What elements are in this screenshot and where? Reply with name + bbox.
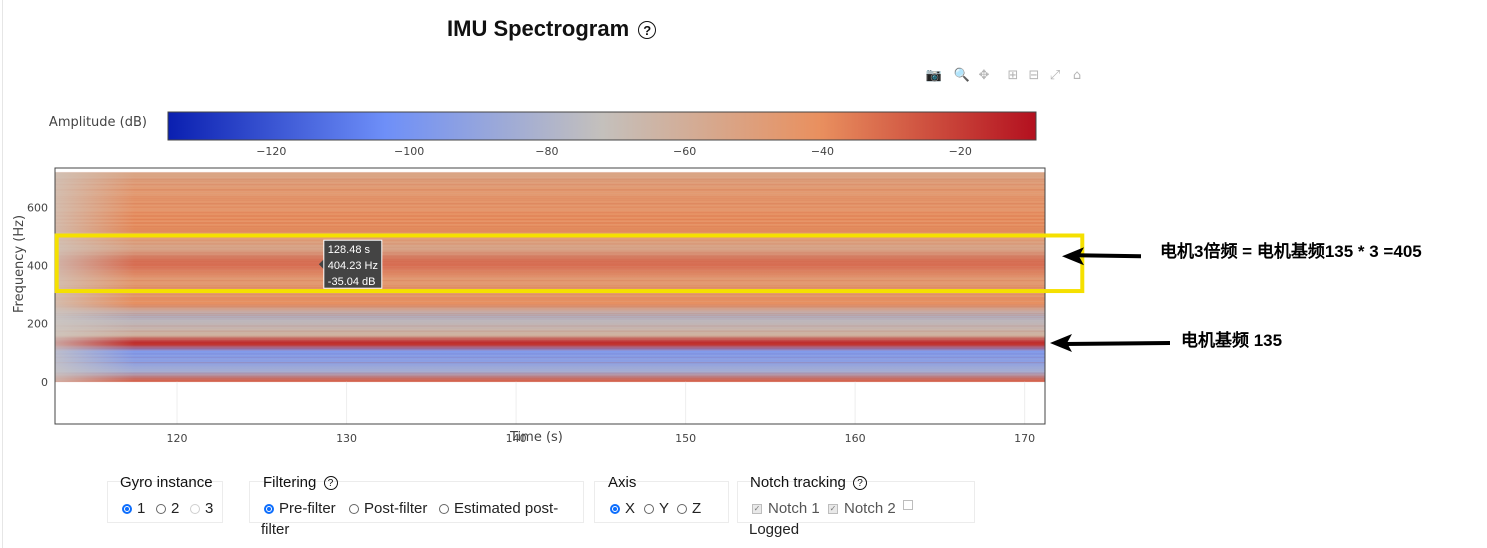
filtering-title: Filtering ? xyxy=(263,474,338,491)
spectrogram-heatmap xyxy=(55,172,1045,382)
spectrogram-startup-fade xyxy=(55,172,135,382)
help-icon[interactable]: ? xyxy=(853,476,868,491)
filter-option-label: Post-filter xyxy=(364,500,428,517)
gyro-option-label: 2 xyxy=(171,500,180,517)
overlay: 128.48 s 404.23 Hz -35.04 dB xyxy=(54,233,1171,353)
hover-tooltip-line: -35.04 dB xyxy=(328,276,376,288)
page-title-text: IMU Spectrogram xyxy=(447,16,630,41)
plot-border xyxy=(54,167,1046,425)
colorbar-tick-label: −120 xyxy=(256,145,286,158)
radio-icon[interactable] xyxy=(644,503,654,514)
zoom-in-icon[interactable]: ⊞ xyxy=(1007,67,1019,83)
filter-option-pre[interactable]: Pre-filter xyxy=(264,500,336,517)
notch-option-1[interactable]: ✓ Notch 1 xyxy=(752,500,820,517)
checkbox-icon[interactable] xyxy=(903,500,913,510)
gyro-option-label: 1 xyxy=(137,500,146,517)
page-frame-edge xyxy=(2,0,3,548)
notch-option-label: Notch 1 xyxy=(768,500,820,517)
x-tick-label: 170 xyxy=(1014,432,1035,445)
colorbar-tick-label: −80 xyxy=(535,145,558,158)
arrow-third-harmonic-shaft xyxy=(1075,253,1142,259)
zoom-icon[interactable]: 🔍 xyxy=(953,67,971,83)
radio-icon[interactable] xyxy=(677,503,687,514)
axis-option-label: X xyxy=(625,500,636,517)
checkbox-icon[interactable]: ✓ xyxy=(828,503,838,514)
axes: 120 130 140 150 160 170 0 200 400 600 Time (s) Freq… xyxy=(12,167,1046,445)
y-tick-label: 600 xyxy=(27,201,48,214)
axis-option-y[interactable]: Y xyxy=(644,500,669,517)
help-icon[interactable]: ? xyxy=(323,476,338,491)
colorbar-tick-label: −40 xyxy=(811,145,834,158)
gyro-option-2[interactable]: 2 xyxy=(156,500,179,517)
notch-option-2[interactable]: ✓ Notch 2 xyxy=(828,500,896,517)
y-tick-label: 400 xyxy=(27,259,48,272)
filter-option-label: Estimated post- xyxy=(454,500,559,517)
reset-axes-icon[interactable]: ⌂ xyxy=(1072,67,1082,83)
camera-icon[interactable]: 📷 xyxy=(925,67,943,83)
filter-option-post[interactable]: Post-filter xyxy=(349,500,427,517)
heatmap-plot-area[interactable] xyxy=(55,168,1045,424)
hover-pointer xyxy=(318,259,324,270)
filter-option-estimated[interactable]: Estimated post- xyxy=(439,500,558,517)
x-tick-label: 120 xyxy=(167,432,188,445)
gyro-option-3[interactable]: 3 xyxy=(190,500,213,517)
colorbar-tick-label: −60 xyxy=(673,145,696,158)
checkbox-icon[interactable]: ✓ xyxy=(752,503,762,514)
radio-icon[interactable] xyxy=(122,503,132,514)
y-tick-label: 0 xyxy=(41,376,48,389)
autoscale-icon[interactable]: ⤢ xyxy=(1049,67,1061,83)
axis-option-z[interactable]: Z xyxy=(677,500,701,517)
notch-option-label: Notch 2 xyxy=(844,500,896,517)
hover-tooltip-box xyxy=(323,239,383,289)
radio-icon[interactable] xyxy=(156,503,166,514)
x-tick-label: 150 xyxy=(675,432,696,445)
x-axis-label: Time (s) xyxy=(509,430,563,445)
notch-option-logged-box[interactable] xyxy=(903,500,919,510)
help-icon[interactable]: ? xyxy=(638,21,657,40)
zoom-out-icon[interactable]: ⊟ xyxy=(1028,67,1040,83)
hover-tooltip-line: 128.48 s xyxy=(328,244,371,256)
radio-icon[interactable] xyxy=(349,503,359,514)
arrow-third-harmonic-head xyxy=(1062,247,1084,266)
colorbar-gradient xyxy=(167,111,1037,141)
arrow-fundamental-head xyxy=(1050,334,1072,353)
gyro-option-label: 3 xyxy=(205,500,214,517)
notch-logged-label: Logged xyxy=(749,521,800,538)
axis-option-label: Z xyxy=(692,500,702,517)
gyro-instance-title: Gyro instance xyxy=(120,474,213,491)
hover-tooltip-line: 404.23 Hz xyxy=(328,260,378,272)
filtering-group xyxy=(249,481,584,523)
colorbar-tick-label: −20 xyxy=(949,145,972,158)
y-axis-label: Frequency (Hz) xyxy=(12,215,27,313)
radio-icon[interactable] xyxy=(264,503,274,514)
y-tick-label: 200 xyxy=(27,318,48,331)
axis-option-x[interactable]: X xyxy=(610,500,635,517)
gyro-option-1[interactable]: 1 xyxy=(122,500,145,517)
pan-icon[interactable]: ✥ xyxy=(978,67,990,83)
radio-icon[interactable] xyxy=(610,503,620,514)
axis-title: Axis xyxy=(608,474,637,491)
colorbar: Amplitude (dB) −120 −100 −80 −60 −40 −20 xyxy=(49,111,1037,158)
x-tick-label: 130 xyxy=(336,432,357,445)
notch-tracking-title-text: Notch tracking xyxy=(750,474,846,491)
notch-tracking-title: Notch tracking ? xyxy=(750,474,868,491)
colorbar-label: Amplitude (dB) xyxy=(49,115,147,130)
gyro-instance-group xyxy=(107,481,223,523)
filtering-title-text: Filtering xyxy=(263,474,317,491)
annotation-third-harmonic: 电机3倍频 = 电机基频135 * 3 =405 xyxy=(1160,242,1422,261)
radio-icon[interactable] xyxy=(190,503,200,514)
x-tick-label: 160 xyxy=(845,432,866,445)
axis-option-label: Y xyxy=(659,500,670,517)
x-tick-label: 140 xyxy=(506,432,527,445)
colorbar-tick-label: −100 xyxy=(394,145,424,158)
page-title: IMU Spectrogram ? xyxy=(447,16,657,42)
radio-icon[interactable] xyxy=(439,503,449,514)
filter-option-label: Pre-filter xyxy=(279,500,336,517)
arrow-fundamental-shaft xyxy=(1063,341,1171,347)
filter-option-estimated-wrap: filter xyxy=(261,521,290,538)
axis-group xyxy=(594,481,729,523)
annotation-fundamental: 电机基频 135 xyxy=(1181,331,1283,350)
